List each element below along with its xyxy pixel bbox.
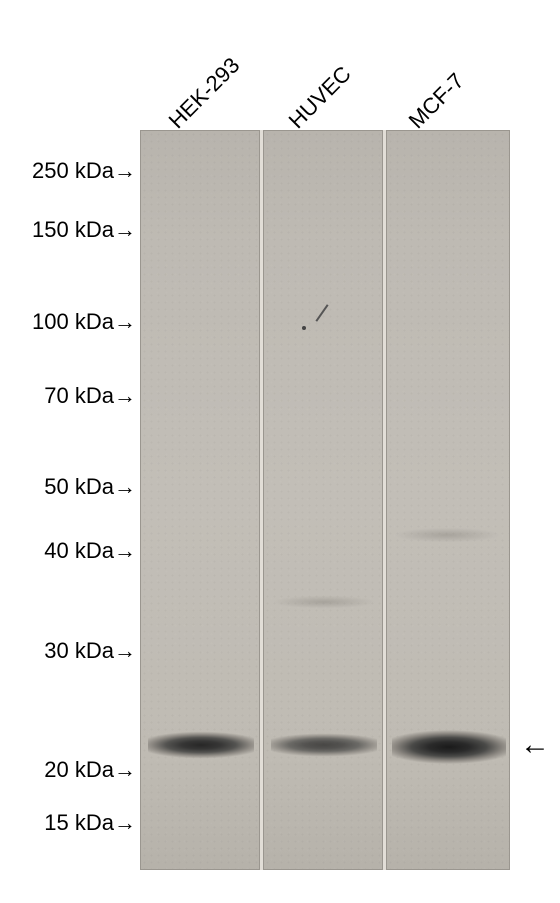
lane-divider-1 xyxy=(260,130,263,870)
smudge-1 xyxy=(392,526,502,544)
mw-label-250: 250 kDa→ xyxy=(32,158,136,184)
target-band-arrow-icon: ← xyxy=(520,728,550,762)
mw-label-100: 100 kDa→ xyxy=(32,309,136,335)
lane-label-1: HEK-293 xyxy=(164,52,246,134)
artifact-dot xyxy=(302,326,306,330)
mw-label-40: 40 kDa→ xyxy=(44,538,136,564)
mw-label-70: 70 kDa→ xyxy=(44,383,136,409)
mw-label-150: 150 kDa→ xyxy=(32,217,136,243)
mw-label-50: 50 kDa→ xyxy=(44,474,136,500)
mw-label-15: 15 kDa→ xyxy=(44,810,136,836)
lane-2 xyxy=(263,130,383,870)
lane-divider-2 xyxy=(383,130,386,870)
figure-container: WWW.PTGLAB.COM HEK-293 HUVEC MCF-7 250 k… xyxy=(0,0,560,903)
blot-area xyxy=(140,130,510,870)
smudge-2 xyxy=(271,594,377,610)
band-lane2-20kDa xyxy=(271,732,377,758)
band-lane3-20kDa xyxy=(392,728,506,766)
mw-label-20: 20 kDa→ xyxy=(44,757,136,783)
mw-label-30: 30 kDa→ xyxy=(44,638,136,664)
lane-label-3: MCF-7 xyxy=(404,68,470,134)
lane-label-2: HUVEC xyxy=(284,61,357,134)
band-lane1-20kDa xyxy=(148,730,254,760)
